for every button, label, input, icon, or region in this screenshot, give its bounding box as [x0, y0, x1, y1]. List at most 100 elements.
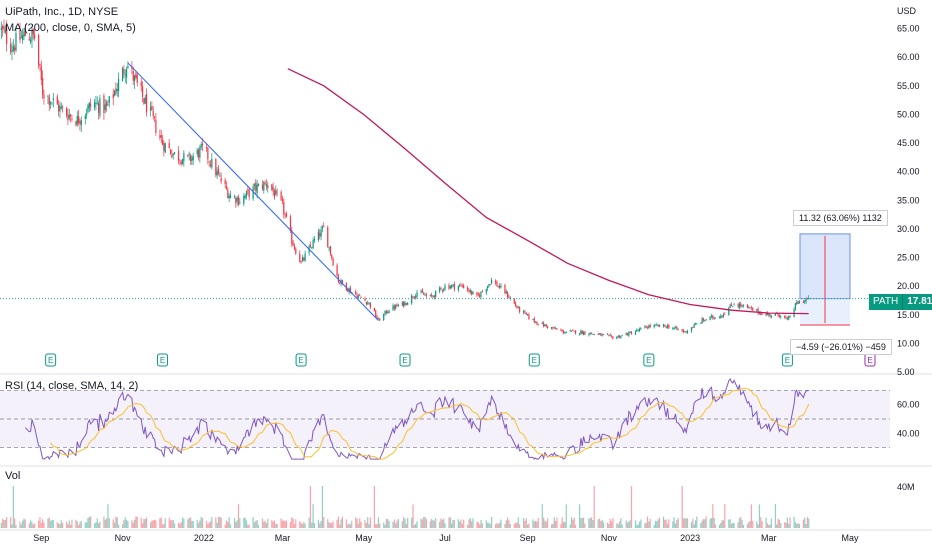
earnings-marker: E [528, 353, 540, 367]
candle-body [784, 315, 786, 318]
volume-bar [481, 523, 483, 528]
candle-body [463, 285, 465, 289]
candle-body [457, 286, 459, 290]
candle-body [593, 333, 595, 335]
volume-bar [528, 523, 530, 528]
volume-bar [612, 517, 614, 528]
candle-body [765, 313, 767, 316]
candle-body [177, 151, 180, 161]
volume-bar [377, 517, 379, 528]
volume-bar [621, 524, 623, 528]
candle-body [276, 191, 278, 193]
volume-bar [233, 517, 236, 528]
candle-body [668, 325, 670, 329]
volume-bar [237, 504, 240, 528]
candle-body [609, 334, 611, 336]
candle-body [292, 242, 294, 246]
candle-body [720, 315, 722, 318]
volume-bar [300, 522, 302, 528]
candle-body [267, 185, 269, 189]
volume-bar [718, 524, 721, 528]
volume-bar [225, 520, 228, 528]
candle-body [404, 302, 406, 306]
chart-title: UiPath, Inc., 1D, NYSE [5, 6, 119, 18]
volume-bar [640, 519, 642, 528]
candle-body [621, 334, 623, 336]
candle-body [327, 227, 329, 248]
volume-bar [143, 518, 145, 528]
candle-body [357, 295, 360, 298]
volume-bar [141, 523, 144, 528]
volume-bar [60, 520, 62, 528]
price-tag-value: 17.81 [903, 294, 932, 310]
volume-bar [140, 517, 142, 528]
volume-bar [617, 524, 619, 528]
volume-bar [229, 524, 232, 528]
candle-body [77, 116, 80, 124]
candle-body [152, 110, 154, 117]
volume-legend[interactable]: Vol [5, 470, 21, 482]
time-tick-label: Mar [761, 533, 777, 543]
volume-bar [500, 519, 502, 528]
volume-bar [131, 520, 133, 528]
candle-body [616, 337, 618, 340]
candle-body [388, 310, 390, 313]
candle-body [702, 318, 705, 321]
candle-body [504, 284, 506, 294]
candle-body [88, 102, 90, 109]
volume-bar [411, 517, 413, 528]
candle-body [69, 114, 72, 117]
candle-body [468, 290, 470, 292]
ma-legend[interactable]: MA (200, close, 0, SMA, 5) [5, 22, 136, 34]
candle-body [332, 258, 334, 266]
volume-bar [385, 518, 387, 528]
volume-bar [252, 517, 254, 528]
candle-body [39, 63, 41, 67]
rsi-tick-label: 40.00 [897, 428, 920, 438]
candle-body [570, 330, 573, 332]
candle-body [32, 28, 34, 35]
volume-bar [239, 518, 241, 528]
volume-bar [770, 518, 773, 528]
volume-bar [256, 520, 258, 528]
volume-bar [629, 520, 631, 528]
candle-body [405, 303, 407, 305]
volume-bar [349, 524, 352, 528]
candle-body [692, 327, 694, 329]
candle-body [300, 261, 302, 263]
volume-bar [66, 521, 68, 528]
candle-body [580, 330, 582, 334]
volume-bar [532, 519, 534, 528]
trendline [127, 62, 379, 321]
candle-body [718, 317, 721, 319]
candle-body [103, 95, 105, 113]
volume-bar [552, 523, 554, 528]
volume-bar [665, 519, 667, 528]
candle-body [487, 285, 489, 289]
candle-body [256, 184, 258, 193]
rsi-legend[interactable]: RSI (14, close, SMA, 14, 2) [5, 380, 139, 392]
volume-bar [205, 521, 208, 528]
volume-bar [565, 504, 567, 528]
volume-bar [788, 523, 790, 528]
volume-bar [757, 524, 759, 528]
candle-body [738, 303, 741, 308]
candle-body [97, 103, 100, 113]
volume-bar [756, 521, 758, 528]
volume-bar [313, 522, 316, 528]
volume-bar [15, 524, 17, 528]
volume-bar [339, 524, 341, 528]
candle-body [321, 226, 324, 229]
candle-body [329, 246, 332, 255]
candle-body [448, 285, 450, 289]
candle-body [205, 147, 208, 148]
volume-bar [541, 504, 543, 528]
candle-body [303, 257, 305, 260]
volume-bar [435, 517, 437, 528]
volume-bar [337, 516, 340, 528]
candle-body [51, 102, 53, 104]
candle-body [665, 326, 667, 328]
candle-body [686, 330, 689, 333]
candle-body [38, 35, 40, 65]
